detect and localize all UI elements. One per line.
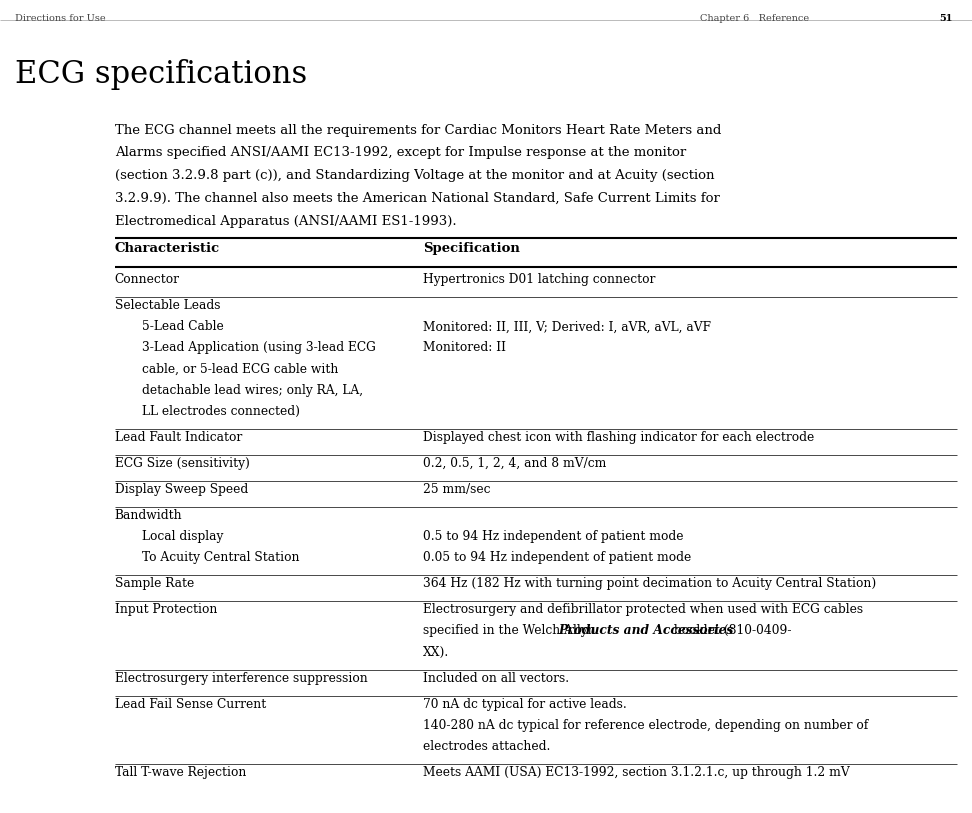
Text: 70 nA dc typical for active leads.: 70 nA dc typical for active leads. (423, 698, 627, 711)
Text: Products and Accessories: Products and Accessories (558, 624, 733, 637)
Text: Specification: Specification (423, 242, 520, 255)
Text: The ECG channel meets all the requirements for Cardiac Monitors Heart Rate Meter: The ECG channel meets all the requiremen… (115, 124, 721, 137)
Text: 140-280 nA dc typical for reference electrode, depending on number of: 140-280 nA dc typical for reference elec… (423, 719, 868, 732)
Text: Tall T-wave Rejection: Tall T-wave Rejection (115, 766, 246, 779)
Text: Display Sweep Speed: Display Sweep Speed (115, 483, 248, 496)
Text: electrodes attached.: electrodes attached. (423, 740, 550, 753)
Text: Electromedical Apparatus (ANSI/AAMI ES1-1993).: Electromedical Apparatus (ANSI/AAMI ES1-… (115, 215, 456, 228)
Text: Selectable Leads: Selectable Leads (115, 299, 221, 312)
Text: Alarms specified ANSI/AAMI EC13-1992, except for Impulse response at the monitor: Alarms specified ANSI/AAMI EC13-1992, ex… (115, 146, 686, 159)
Text: Sample Rate: Sample Rate (115, 577, 194, 590)
Text: Meets AAMI (USA) EC13-1992, section 3.1.2.1.c, up through 1.2 mV: Meets AAMI (USA) EC13-1992, section 3.1.… (423, 766, 850, 779)
Text: Bandwidth: Bandwidth (115, 509, 183, 522)
Text: 0.05 to 94 Hz independent of patient mode: 0.05 to 94 Hz independent of patient mod… (423, 551, 691, 564)
Text: ECG specifications: ECG specifications (15, 59, 307, 90)
Text: Directions for Use: Directions for Use (15, 14, 105, 23)
Text: Input Protection: Input Protection (115, 603, 217, 616)
Text: 51: 51 (939, 14, 953, 23)
Text: 0.2, 0.5, 1, 2, 4, and 8 mV/cm: 0.2, 0.5, 1, 2, 4, and 8 mV/cm (423, 457, 607, 470)
Text: Hypertronics D01 latching connector: Hypertronics D01 latching connector (423, 273, 655, 286)
Text: Local display: Local display (142, 530, 224, 543)
Text: booklet (810-0409-: booklet (810-0409- (670, 624, 791, 637)
Text: (section 3.2.9.8 part (c)), and Standardizing Voltage at the monitor and at Acui: (section 3.2.9.8 part (c)), and Standard… (115, 169, 714, 182)
Text: Electrosurgery and defibrillator protected when used with ECG cables: Electrosurgery and defibrillator protect… (423, 603, 863, 616)
Text: 25 mm/sec: 25 mm/sec (423, 483, 490, 496)
Text: LL electrodes connected): LL electrodes connected) (142, 405, 300, 418)
Text: Displayed chest icon with flashing indicator for each electrode: Displayed chest icon with flashing indic… (423, 431, 815, 444)
Text: Chapter 6   Reference: Chapter 6 Reference (700, 14, 809, 23)
Text: 3-Lead Application (using 3-lead ECG: 3-Lead Application (using 3-lead ECG (142, 341, 376, 354)
Text: Lead Fail Sense Current: Lead Fail Sense Current (115, 698, 266, 711)
Text: To Acuity Central Station: To Acuity Central Station (142, 551, 299, 564)
Text: detachable lead wires; only RA, LA,: detachable lead wires; only RA, LA, (142, 384, 363, 397)
Text: Lead Fault Indicator: Lead Fault Indicator (115, 431, 242, 444)
Text: XX).: XX). (423, 646, 449, 659)
Text: ECG Size (sensitivity): ECG Size (sensitivity) (115, 457, 250, 470)
Text: Electrosurgery interference suppression: Electrosurgery interference suppression (115, 672, 367, 685)
Text: 5-Lead Cable: 5-Lead Cable (142, 320, 224, 333)
Text: Monitored: II: Monitored: II (423, 341, 505, 354)
Text: 364 Hz (182 Hz with turning point decimation to Acuity Central Station): 364 Hz (182 Hz with turning point decima… (423, 577, 876, 590)
Text: cable, or 5-lead ECG cable with: cable, or 5-lead ECG cable with (142, 363, 338, 376)
Text: Monitored: II, III, V; Derived: I, aVR, aVL, aVF: Monitored: II, III, V; Derived: I, aVR, … (423, 320, 711, 333)
Text: Connector: Connector (115, 273, 180, 286)
Text: Characteristic: Characteristic (115, 242, 220, 255)
Text: 0.5 to 94 Hz independent of patient mode: 0.5 to 94 Hz independent of patient mode (423, 530, 683, 543)
Text: specified in the Welch Allyn: specified in the Welch Allyn (423, 624, 600, 637)
Text: 3.2.9.9). The channel also meets the American National Standard, Safe Current Li: 3.2.9.9). The channel also meets the Ame… (115, 192, 719, 205)
Text: Included on all vectors.: Included on all vectors. (423, 672, 569, 685)
